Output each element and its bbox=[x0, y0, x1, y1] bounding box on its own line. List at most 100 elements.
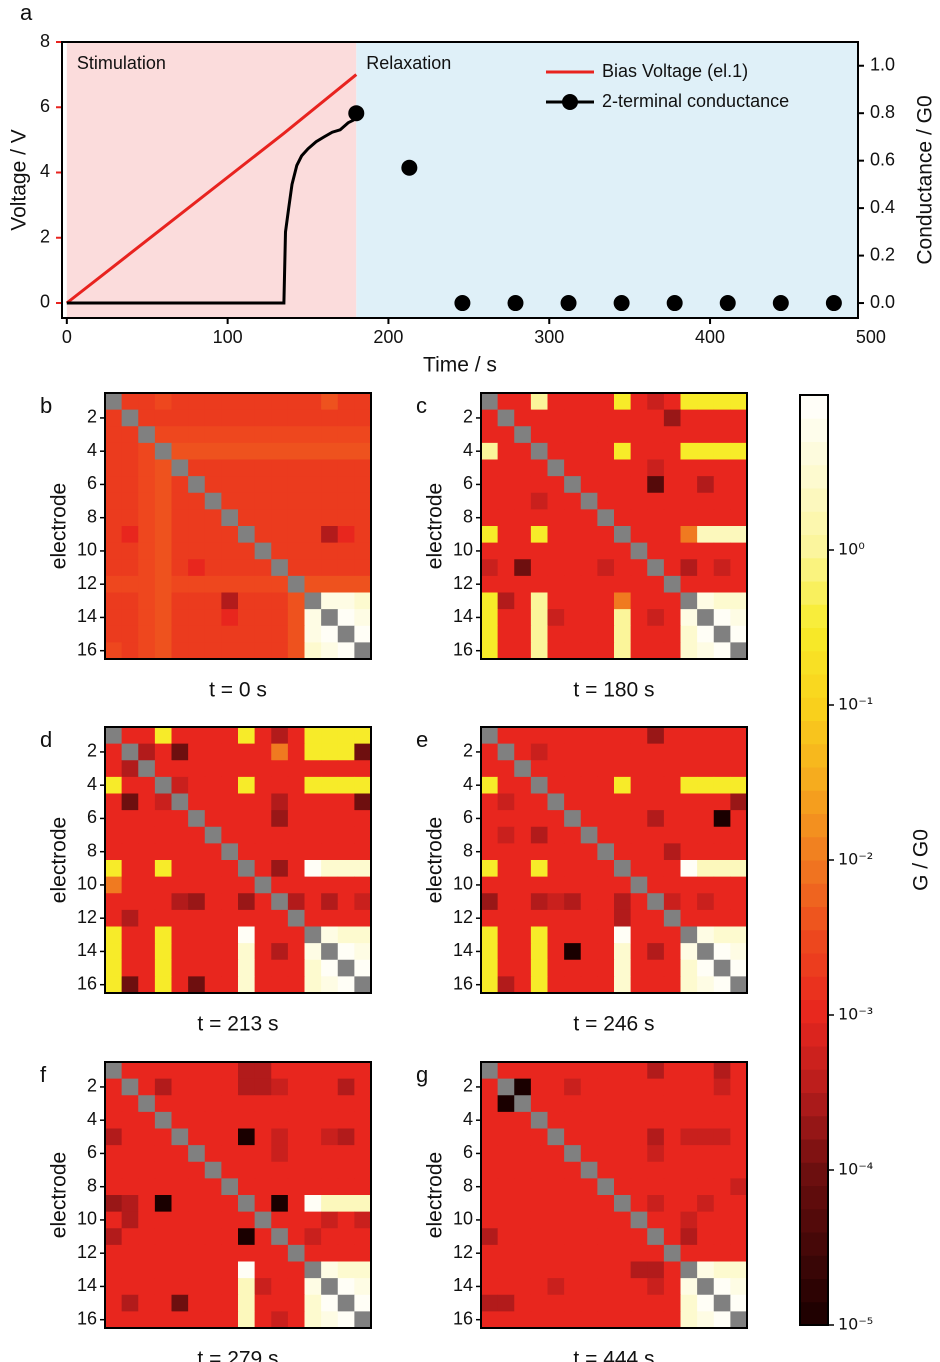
heatmap-cell bbox=[287, 843, 305, 861]
heatmap-cell bbox=[304, 625, 322, 643]
heatmap-cell bbox=[287, 459, 305, 477]
heatmap-cell bbox=[138, 1145, 156, 1163]
heatmap-cell bbox=[547, 1145, 565, 1163]
heatmap-cell bbox=[204, 542, 222, 560]
heatmap-cell bbox=[614, 1244, 632, 1262]
heatmap-cell bbox=[514, 476, 532, 494]
heatmap-cell bbox=[680, 1311, 698, 1329]
heatmap-cell bbox=[238, 1244, 256, 1262]
heatmap-cell bbox=[481, 1228, 499, 1246]
heatmap-cell bbox=[647, 642, 665, 660]
heatmap-cell bbox=[254, 1228, 272, 1246]
heatmap-cell bbox=[580, 1228, 598, 1246]
heatmap-cell bbox=[138, 860, 156, 878]
panel-caption: t = 444 s bbox=[573, 1348, 654, 1362]
data-point bbox=[772, 295, 789, 312]
heatmap-cell bbox=[154, 1178, 172, 1196]
heatmap-cell bbox=[547, 1294, 565, 1312]
heatmap-cell bbox=[254, 492, 272, 510]
heatmap-cell bbox=[121, 542, 139, 560]
y-tick-label: 14 bbox=[77, 940, 97, 960]
heatmap-cell bbox=[354, 426, 372, 444]
heatmap-cell bbox=[614, 459, 632, 477]
heatmap-cell bbox=[221, 642, 239, 660]
heatmap-cell bbox=[354, 1211, 372, 1229]
heatmap-cell bbox=[713, 876, 731, 894]
heatmap-cell bbox=[564, 409, 582, 427]
heatmap-cell bbox=[530, 559, 548, 577]
heatmap-cell bbox=[271, 776, 289, 794]
heatmap-cell bbox=[238, 743, 256, 761]
heatmap-cell bbox=[121, 1228, 139, 1246]
heatmap-cell bbox=[481, 1261, 499, 1279]
heatmap bbox=[481, 1062, 748, 1329]
heatmap-cell bbox=[680, 1178, 698, 1196]
heatmap-cell bbox=[271, 409, 289, 427]
heatmap-cell bbox=[138, 526, 156, 544]
heatmap-cell bbox=[481, 1278, 499, 1296]
heatmap-cell bbox=[154, 575, 172, 593]
x-tick-label: 400 bbox=[695, 327, 725, 347]
diagonal-cell bbox=[321, 1278, 339, 1296]
heatmap-cell bbox=[663, 743, 681, 761]
heatmap-cell bbox=[337, 426, 355, 444]
heatmap-cell bbox=[337, 476, 355, 494]
heatmap-cell bbox=[713, 526, 731, 544]
diagonal-cell bbox=[630, 542, 648, 560]
heatmap-cell bbox=[713, 409, 731, 427]
heatmap-cell bbox=[647, 926, 665, 944]
heatmap-cell bbox=[564, 843, 582, 861]
heatmap-cell bbox=[497, 959, 515, 977]
heatmap-cell bbox=[530, 810, 548, 828]
y-tick-label: 4 bbox=[87, 440, 97, 460]
heatmap-cell bbox=[630, 509, 648, 527]
heatmap-cell bbox=[221, 776, 239, 794]
heatmap-cell bbox=[287, 760, 305, 778]
heatmap-cell bbox=[121, 509, 139, 527]
heatmap-cell bbox=[630, 575, 648, 593]
heatmap-cell bbox=[337, 542, 355, 560]
heatmap-cell bbox=[530, 1294, 548, 1312]
x-axis-label: Time / s bbox=[423, 354, 497, 377]
heatmap-cell bbox=[271, 1078, 289, 1096]
heatmap-cell bbox=[630, 1178, 648, 1196]
heatmap-cell bbox=[614, 1145, 632, 1163]
heatmap-cell bbox=[647, 1062, 665, 1080]
heatmap-cell bbox=[221, 810, 239, 828]
heatmap-cell bbox=[481, 1095, 499, 1113]
heatmap-cell bbox=[304, 810, 322, 828]
heatmap-cell bbox=[321, 909, 339, 927]
heatmap-cell bbox=[354, 860, 372, 878]
heatmap-cell bbox=[254, 459, 272, 477]
colorbar-band bbox=[800, 627, 828, 652]
y-tick-label: 16 bbox=[77, 639, 97, 659]
heatmap-cell bbox=[697, 893, 715, 911]
diagonal-cell bbox=[597, 1178, 615, 1196]
diagonal-cell bbox=[221, 1178, 239, 1196]
heatmap-cell bbox=[105, 860, 123, 878]
heatmap-cell bbox=[337, 727, 355, 745]
heatmap-cell bbox=[154, 476, 172, 494]
heatmap-cell bbox=[105, 959, 123, 977]
heatmap-cell bbox=[630, 642, 648, 660]
heatmap-cell bbox=[630, 426, 648, 444]
heatmap-cell bbox=[514, 893, 532, 911]
heatmap-cell bbox=[138, 843, 156, 861]
heatmap-cell bbox=[138, 542, 156, 560]
heatmap-cell bbox=[254, 509, 272, 527]
heatmap-cell bbox=[481, 743, 499, 761]
heatmap-cell bbox=[647, 1294, 665, 1312]
heatmap-cell bbox=[514, 1128, 532, 1146]
heatmap-cell bbox=[287, 1161, 305, 1179]
heatmap-cell bbox=[630, 743, 648, 761]
heatmap-cell bbox=[287, 559, 305, 577]
heatmap-cell bbox=[138, 926, 156, 944]
heatmap-cell bbox=[680, 959, 698, 977]
heatmap-cell bbox=[730, 575, 748, 593]
heatmap-cell bbox=[271, 810, 289, 828]
heatmap-cell bbox=[188, 1062, 206, 1080]
heatmap-cell bbox=[547, 542, 565, 560]
heatmap-cell bbox=[188, 893, 206, 911]
heatmap-cell bbox=[121, 926, 139, 944]
heatmap-cell bbox=[154, 542, 172, 560]
